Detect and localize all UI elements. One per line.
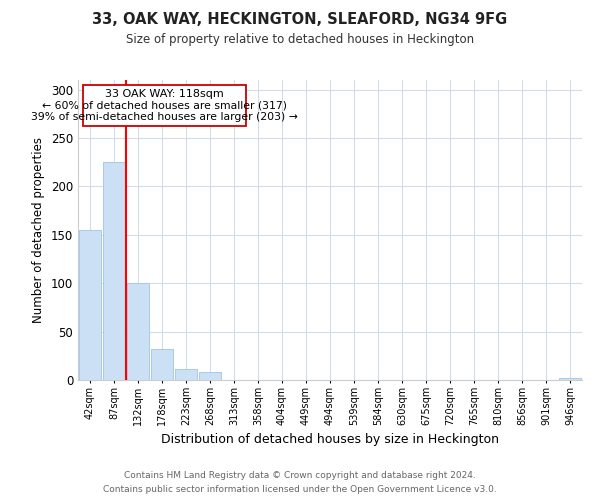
FancyBboxPatch shape (83, 85, 246, 126)
Text: 33, OAK WAY, HECKINGTON, SLEAFORD, NG34 9FG: 33, OAK WAY, HECKINGTON, SLEAFORD, NG34 … (92, 12, 508, 28)
Bar (559, 378, 581, 380)
Bar (175, 370, 197, 380)
Text: 39% of semi-detached houses are larger (203) →: 39% of semi-detached houses are larger (… (31, 112, 298, 122)
Text: Size of property relative to detached houses in Heckington: Size of property relative to detached ho… (126, 32, 474, 46)
Bar (151, 349, 173, 380)
X-axis label: Distribution of detached houses by size in Heckington: Distribution of detached houses by size … (161, 434, 499, 446)
Bar (79, 230, 101, 380)
Bar (199, 372, 221, 380)
Text: Contains HM Land Registry data © Crown copyright and database right 2024.: Contains HM Land Registry data © Crown c… (124, 472, 476, 480)
Y-axis label: Number of detached properties: Number of detached properties (32, 137, 46, 323)
Text: 33 OAK WAY: 118sqm: 33 OAK WAY: 118sqm (105, 89, 224, 99)
Bar (103, 162, 125, 380)
Text: ← 60% of detached houses are smaller (317): ← 60% of detached houses are smaller (31… (42, 100, 287, 110)
Bar (127, 283, 149, 380)
Text: Contains public sector information licensed under the Open Government Licence v3: Contains public sector information licen… (103, 484, 497, 494)
